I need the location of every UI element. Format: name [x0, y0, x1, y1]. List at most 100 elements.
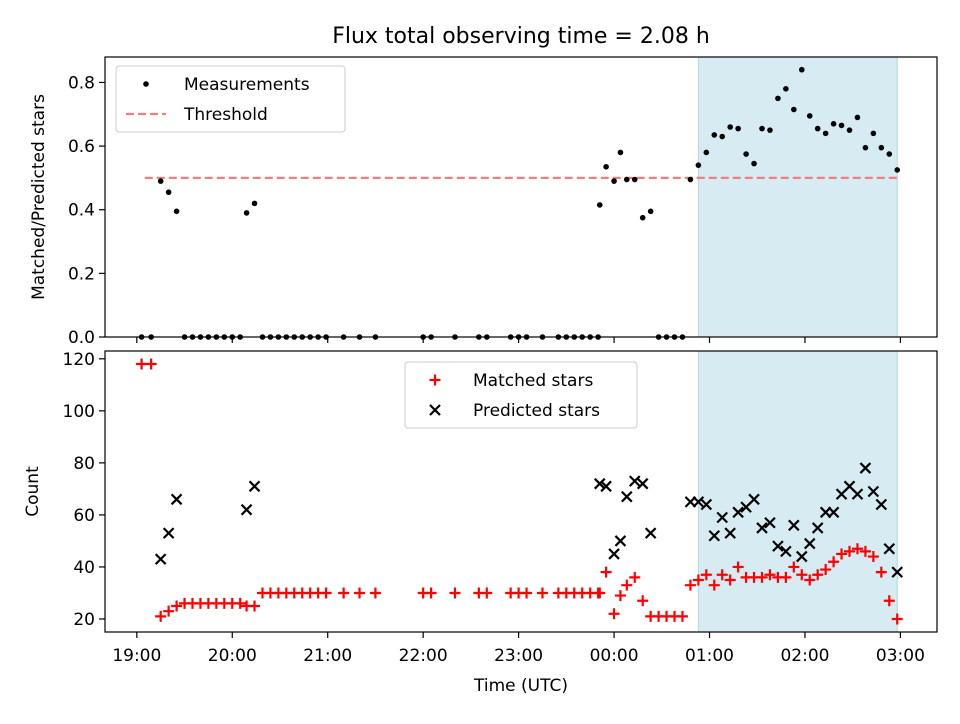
data-point-predicted	[609, 549, 619, 559]
data-point-measurement	[863, 145, 869, 151]
data-point-matched	[235, 598, 246, 609]
data-point-measurement	[823, 131, 829, 137]
x-tick-label: 01:00	[685, 646, 734, 666]
data-point-matched	[621, 580, 632, 591]
data-point-measurement	[886, 151, 892, 157]
data-point-measurement	[815, 126, 821, 132]
x-tick-label: 22:00	[399, 646, 448, 666]
y-tick-label: 0.8	[68, 73, 95, 93]
data-point-measurement	[688, 177, 694, 183]
y-tick-label: 100	[63, 402, 95, 422]
data-point-measurement	[839, 123, 845, 129]
data-point-matched	[594, 587, 605, 598]
y-tick-label: 0.4	[68, 201, 95, 221]
data-point-matched	[677, 611, 688, 622]
chart-figure: Flux total observing time = 2.08 h 0.0 0.…	[0, 0, 960, 720]
y-axis-label: Count	[23, 466, 43, 517]
data-point-measurement	[624, 177, 630, 183]
x-tick-label: 23:00	[494, 646, 543, 666]
y-tick-label: 0.6	[68, 137, 95, 157]
y-tick-label: 20	[73, 610, 95, 630]
x-tick-label: 00:00	[590, 646, 639, 666]
y-axis-label: Matched/Predicted stars	[29, 94, 49, 300]
y-tick-label: 40	[73, 558, 95, 578]
data-point-matched	[354, 587, 365, 598]
top-panel: 0.0 0.2 0.4 0.6 0.8 Matched/Predicted stars Me…	[29, 57, 937, 348]
data-point-matched	[601, 567, 612, 578]
data-point-measurement	[791, 107, 797, 113]
y-tick-label: 60	[73, 506, 95, 526]
y-tick-label: 0.2	[68, 264, 95, 284]
data-point-predicted	[638, 479, 648, 489]
bottom-panel: 2040608010012019:00 20:00 21:00 22:00 23:00 0…	[23, 350, 937, 666]
data-point-matched	[370, 587, 381, 598]
legend-label: Predicted stars	[473, 401, 600, 421]
data-point-measurement	[775, 96, 781, 102]
data-point-measurement	[799, 67, 805, 73]
data-point-measurement	[611, 178, 617, 184]
data-point-matched	[609, 608, 620, 619]
x-tick-label: 03:00	[876, 646, 925, 666]
data-point-measurement	[704, 150, 710, 156]
data-point-matched	[449, 587, 460, 598]
data-point-predicted	[630, 476, 640, 486]
data-point-matched	[249, 600, 260, 611]
data-point-measurement	[632, 177, 638, 183]
data-point-measurement	[696, 162, 702, 168]
data-point-measurement	[743, 151, 749, 157]
data-point-measurement	[807, 113, 813, 119]
data-point-matched	[321, 587, 332, 598]
data-point-matched	[615, 590, 626, 601]
y-tick-label: 120	[63, 350, 95, 370]
data-point-measurement	[648, 209, 654, 215]
data-point-predicted	[172, 494, 182, 504]
data-point-measurement	[894, 167, 900, 173]
y-tick-label: 80	[73, 454, 95, 474]
data-point-measurement	[767, 127, 773, 133]
data-point-measurement	[855, 115, 861, 121]
data-point-measurement	[719, 134, 725, 140]
data-point-measurement	[174, 209, 180, 215]
y-tick-label: 0.0	[68, 328, 95, 348]
legend-label: Measurements	[184, 75, 310, 95]
x-tick-label: 02:00	[780, 646, 829, 666]
data-point-predicted	[622, 492, 632, 502]
data-point-matched	[637, 595, 648, 606]
legend-label: Matched stars	[473, 371, 593, 391]
data-point-matched	[146, 359, 157, 370]
data-point-measurement	[158, 178, 164, 184]
chart-title: Flux total observing time = 2.08 h	[332, 24, 710, 49]
data-point-predicted	[250, 481, 260, 491]
data-point-measurement	[603, 164, 609, 170]
data-point-measurement	[751, 161, 757, 167]
data-point-measurement	[879, 145, 885, 151]
legend: Matched stars Predicted stars	[405, 362, 637, 428]
data-point-predicted	[646, 528, 656, 538]
data-point-matched	[537, 587, 548, 598]
data-point-measurement	[640, 215, 646, 221]
data-point-measurement	[759, 126, 765, 132]
data-point-predicted	[164, 528, 174, 538]
chart-svg: Flux total observing time = 2.08 h 0.00.…	[0, 0, 960, 720]
data-point-predicted	[156, 554, 166, 564]
data-point-measurement	[711, 132, 717, 138]
data-point-predicted	[615, 536, 625, 546]
data-point-measurement	[847, 127, 853, 133]
data-point-measurement	[727, 124, 733, 130]
data-point-matched	[171, 600, 182, 611]
legend-measurement-swatch	[143, 81, 149, 87]
data-point-matched	[163, 606, 174, 617]
data-point-measurement	[618, 150, 624, 156]
data-point-measurement	[831, 121, 837, 127]
data-point-matched	[481, 587, 492, 598]
x-tick-label: 20:00	[208, 646, 257, 666]
data-point-measurement	[735, 126, 741, 132]
data-point-matched	[521, 587, 532, 598]
data-point-predicted	[242, 505, 252, 515]
data-point-measurement	[244, 210, 250, 216]
data-point-measurement	[597, 202, 603, 208]
shaded-region	[698, 57, 897, 337]
data-point-matched	[426, 587, 437, 598]
x-axis-label: Time (UTC)	[473, 676, 568, 696]
data-point-measurement	[252, 201, 258, 207]
